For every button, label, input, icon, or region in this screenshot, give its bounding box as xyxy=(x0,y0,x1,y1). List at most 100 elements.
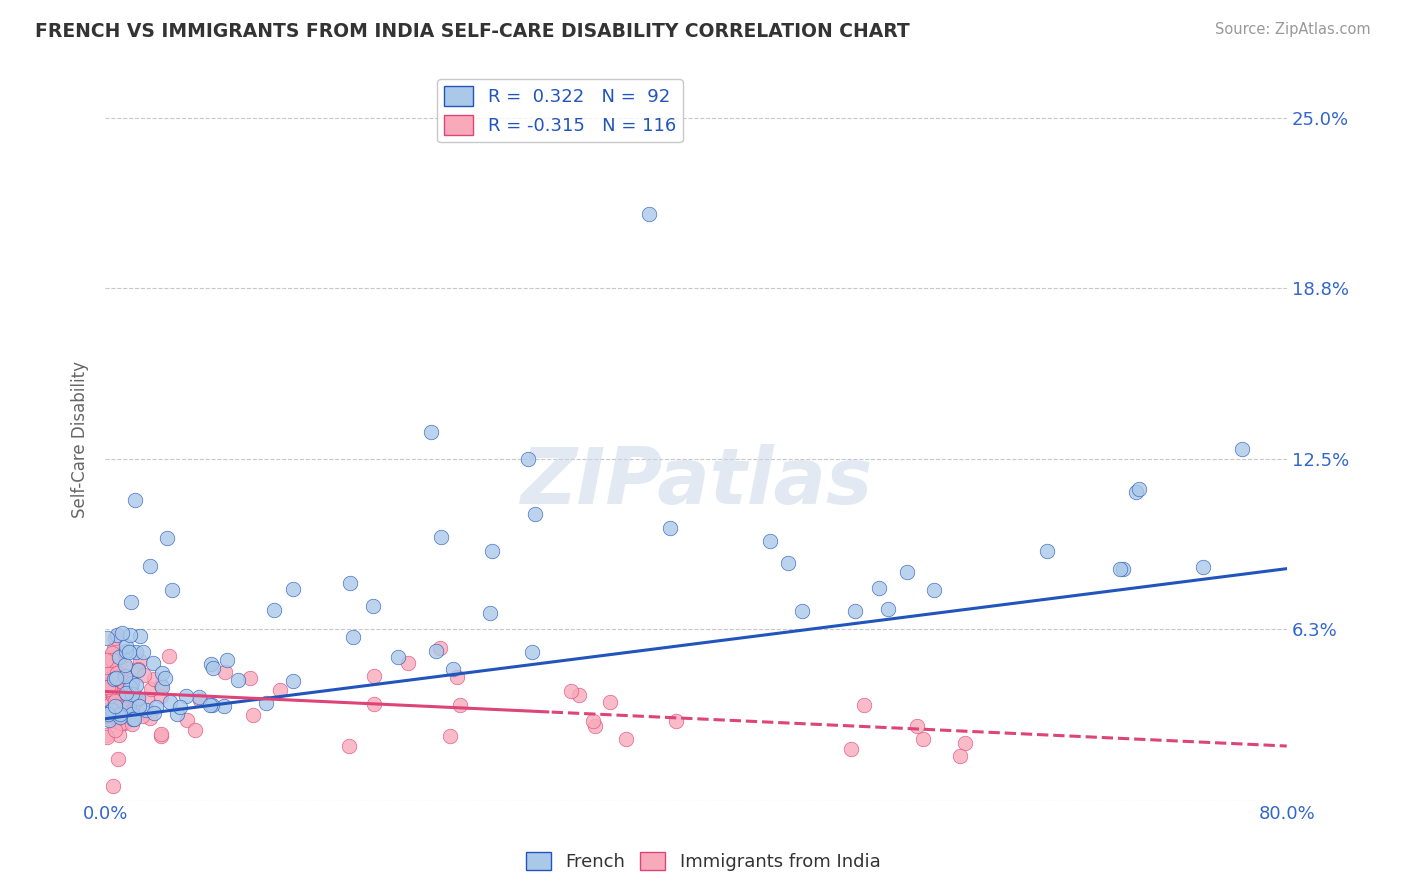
Point xyxy=(128,698,150,713)
Point xyxy=(105,628,128,642)
Point xyxy=(96,653,118,667)
Point xyxy=(430,530,453,544)
Point xyxy=(129,654,152,668)
Point xyxy=(118,628,141,642)
Point xyxy=(101,684,124,698)
Point xyxy=(111,674,134,689)
Point xyxy=(108,649,131,664)
Point xyxy=(120,673,142,688)
Point xyxy=(115,639,138,653)
Point xyxy=(517,452,540,467)
Point xyxy=(97,706,120,721)
Point xyxy=(97,706,120,720)
Point xyxy=(844,604,866,618)
Point xyxy=(759,534,782,549)
Point xyxy=(122,687,145,701)
Point xyxy=(132,645,155,659)
Point xyxy=(149,727,172,741)
Point xyxy=(107,752,129,766)
Point xyxy=(136,692,159,706)
Point xyxy=(103,672,125,686)
Point xyxy=(142,657,165,671)
Point xyxy=(101,689,124,703)
Point xyxy=(115,661,138,675)
Point xyxy=(420,425,443,440)
Point xyxy=(105,691,128,706)
Point xyxy=(149,689,172,703)
Point xyxy=(104,699,127,714)
Point xyxy=(1192,560,1215,574)
Point xyxy=(121,717,143,731)
Point xyxy=(198,698,221,713)
Point xyxy=(1125,485,1147,500)
Point xyxy=(583,718,606,732)
Point xyxy=(107,706,129,721)
Point xyxy=(94,685,117,699)
Point xyxy=(281,674,304,689)
Point xyxy=(127,691,149,706)
Text: FRENCH VS IMMIGRANTS FROM INDIA SELF-CARE DISABILITY CORRELATION CHART: FRENCH VS IMMIGRANTS FROM INDIA SELF-CAR… xyxy=(35,22,910,41)
Point xyxy=(104,723,127,737)
Point xyxy=(121,707,143,722)
Point xyxy=(481,544,503,558)
Point xyxy=(104,671,127,685)
Point xyxy=(187,690,209,704)
Point xyxy=(138,711,160,725)
Point xyxy=(121,687,143,701)
Point xyxy=(560,684,582,698)
Point xyxy=(96,730,118,744)
Point xyxy=(104,671,127,685)
Point xyxy=(841,741,863,756)
Point xyxy=(790,604,813,618)
Point xyxy=(96,631,118,645)
Point xyxy=(122,711,145,725)
Point xyxy=(98,682,121,697)
Point xyxy=(361,599,384,614)
Point xyxy=(117,691,139,706)
Point xyxy=(125,645,148,659)
Point xyxy=(201,698,224,712)
Point xyxy=(141,681,163,696)
Point xyxy=(446,670,468,684)
Point xyxy=(100,703,122,717)
Point xyxy=(127,663,149,677)
Point xyxy=(478,607,501,621)
Point xyxy=(159,695,181,709)
Point xyxy=(108,658,131,673)
Point xyxy=(103,704,125,718)
Point xyxy=(118,645,141,659)
Point xyxy=(122,710,145,724)
Legend: French, Immigrants from India: French, Immigrants from India xyxy=(519,845,887,879)
Point xyxy=(425,644,447,658)
Point xyxy=(614,731,637,746)
Point xyxy=(868,581,890,595)
Point xyxy=(153,671,176,685)
Point xyxy=(103,681,125,695)
Point xyxy=(96,683,118,698)
Point xyxy=(110,646,132,660)
Point xyxy=(143,706,166,720)
Point xyxy=(441,662,464,676)
Point xyxy=(776,557,799,571)
Point xyxy=(118,698,141,713)
Point xyxy=(121,676,143,690)
Point xyxy=(169,699,191,714)
Y-axis label: Self-Care Disability: Self-Care Disability xyxy=(72,360,89,517)
Point xyxy=(111,626,134,640)
Point xyxy=(97,707,120,722)
Point xyxy=(226,673,249,688)
Point xyxy=(582,714,605,729)
Point xyxy=(110,707,132,722)
Point xyxy=(125,678,148,692)
Point xyxy=(104,631,127,645)
Point xyxy=(1035,544,1057,558)
Point xyxy=(103,700,125,714)
Point xyxy=(96,664,118,678)
Point xyxy=(114,690,136,704)
Point xyxy=(104,701,127,715)
Point xyxy=(97,680,120,694)
Point xyxy=(111,692,134,706)
Point xyxy=(188,692,211,706)
Point xyxy=(132,667,155,681)
Point xyxy=(101,653,124,667)
